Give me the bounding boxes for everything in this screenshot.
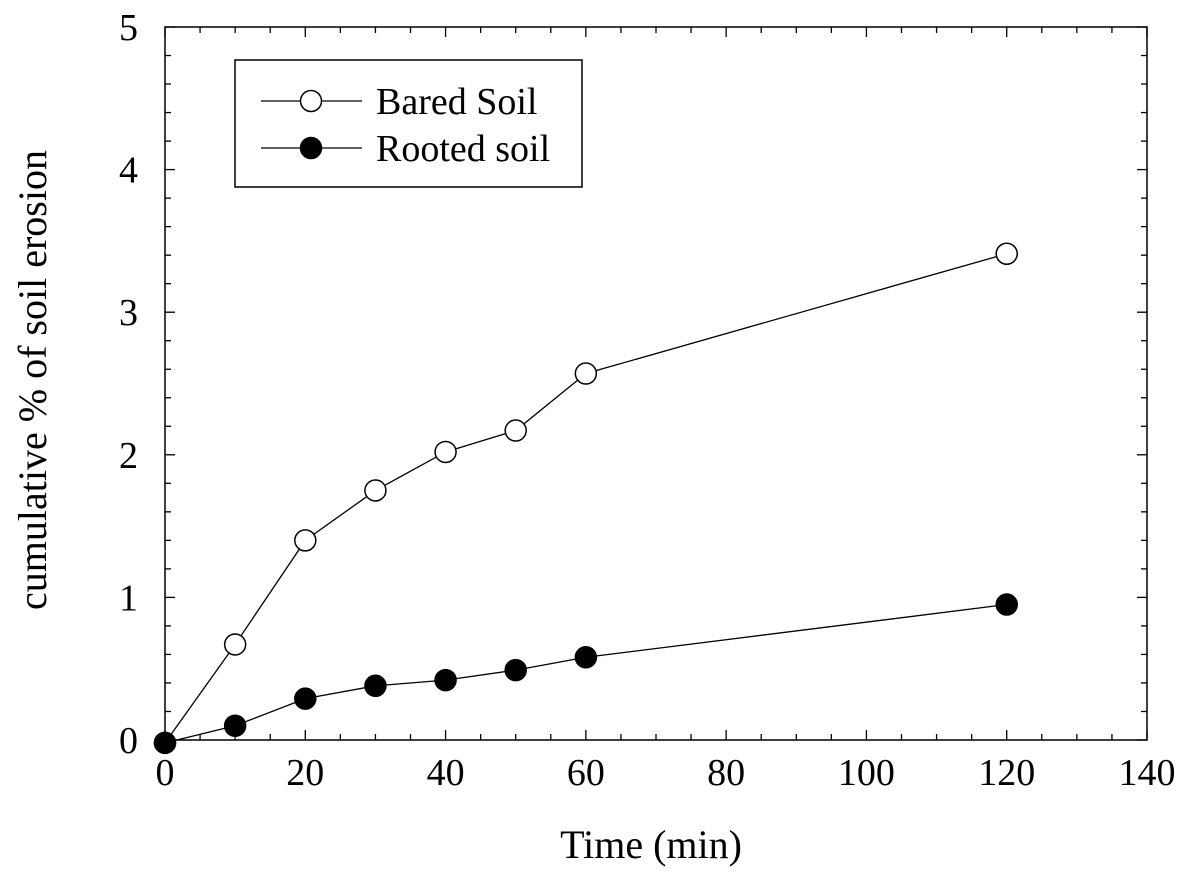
ticks-layer bbox=[164, 26, 1148, 741]
data-point-rooted-soil bbox=[153, 731, 177, 755]
y-tick-label: 1 bbox=[119, 577, 138, 619]
x-tick-label: 120 bbox=[978, 752, 1035, 794]
legend: Bared Soil Rooted soil bbox=[234, 59, 583, 188]
data-point-rooted-soil bbox=[574, 646, 598, 669]
data-point-rooted-soil bbox=[504, 658, 527, 682]
x-tick-label: 20 bbox=[286, 752, 324, 794]
y-tick-label: 2 bbox=[119, 435, 138, 477]
legend-label-bared-soil: Bared Soil bbox=[376, 81, 537, 123]
data-point-rooted-soil bbox=[223, 714, 247, 737]
x-tick-label: 60 bbox=[567, 752, 605, 794]
y-axis-title: cumulative % of soil erosion bbox=[10, 150, 55, 610]
data-point-bared-soil bbox=[294, 529, 317, 552]
data-point-bared-soil bbox=[504, 419, 527, 442]
data-point-rooted-soil bbox=[995, 593, 1018, 616]
legend-marker-bared-soil bbox=[299, 89, 323, 113]
y-tick-label: 4 bbox=[119, 150, 138, 192]
x-tick-label: 100 bbox=[838, 752, 895, 794]
y-tick-label: 5 bbox=[119, 7, 138, 49]
series-line-rooted-soil bbox=[164, 603, 1007, 744]
data-point-bared-soil bbox=[574, 362, 598, 385]
series-line-bared-soil bbox=[164, 253, 1007, 744]
data-point-bared-soil bbox=[995, 242, 1018, 265]
plot-frame bbox=[164, 26, 1148, 741]
data-point-rooted-soil bbox=[434, 668, 457, 692]
data-point-bared-soil bbox=[364, 479, 387, 502]
series-layer bbox=[153, 242, 1018, 755]
data-point-rooted-soil bbox=[364, 674, 387, 698]
x-tick-label: 40 bbox=[427, 752, 465, 794]
data-point-rooted-soil bbox=[294, 687, 317, 710]
y-tick-label: 3 bbox=[119, 292, 138, 334]
x-tick-label: 0 bbox=[156, 752, 175, 794]
legend-marker-rooted-soil bbox=[299, 136, 323, 160]
legend-label-rooted-soil: Rooted soil bbox=[376, 128, 550, 170]
legend-box bbox=[234, 59, 583, 188]
data-point-bared-soil bbox=[434, 440, 457, 464]
y-tick-label: 0 bbox=[119, 720, 138, 762]
x-axis-title: Time (min) bbox=[560, 822, 742, 867]
data-point-bared-soil bbox=[223, 633, 247, 656]
tick-labels-layer: 0 20 40 60 80 100 120 140 0 1 2 3 4 5 bbox=[119, 7, 1176, 794]
x-tick-label: 140 bbox=[1119, 752, 1176, 794]
x-tick-label: 80 bbox=[707, 752, 745, 794]
